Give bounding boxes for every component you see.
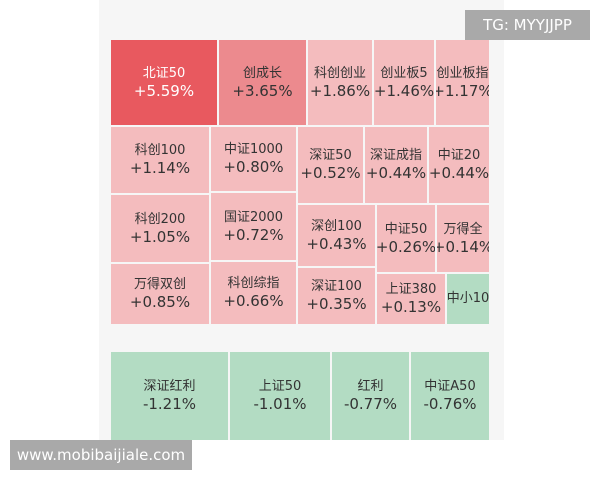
cell-change: +0.52%	[300, 164, 361, 182]
treemap-cell[interactable]: 中证50 +0.26%	[377, 205, 435, 272]
cell-change: +1.14%	[129, 159, 191, 177]
watermark-bottom: www.mobibaijiale.com	[10, 440, 192, 470]
treemap-cell[interactable]: 北证50 +5.59%	[111, 40, 217, 125]
cell-change: +0.14%	[437, 237, 489, 256]
cell-name: 上证50	[258, 379, 302, 394]
cell-change: +1.17%	[436, 81, 489, 100]
cell-name: 深证100	[311, 279, 362, 294]
treemap-cell[interactable]: 中证1000 +0.80%	[211, 127, 296, 191]
treemap-cell[interactable]: 创成长 +3.65%	[219, 40, 306, 125]
cell-change: +0.72%	[223, 225, 284, 244]
cell-change: -1.01%	[253, 395, 307, 413]
treemap-cell[interactable]: 国证2000 +0.72%	[211, 193, 296, 260]
cell-name: 科创200	[134, 211, 186, 227]
treemap-cell[interactable]: 中证20 +0.44%	[429, 127, 489, 203]
treemap-cell[interactable]: 科创综指 +0.66%	[211, 262, 296, 324]
cell-change: +0.66%	[223, 292, 284, 310]
cell-change: +0.35%	[306, 295, 367, 313]
cell-change: +0.13%	[380, 298, 442, 316]
cell-name: 深证成指	[369, 148, 422, 163]
cell-name: 创业板指	[436, 65, 489, 81]
watermark-top: TG: MYYJJPP	[465, 10, 590, 40]
treemap-cell[interactable]: 深证50 +0.52%	[298, 127, 363, 203]
cell-change: -0.77%	[343, 395, 398, 413]
treemap-cell[interactable]: 创业板5 +1.46%	[374, 40, 434, 125]
cell-name: 国证2000	[223, 209, 284, 225]
cell-name: 中证20	[437, 148, 481, 163]
cell-name: 中证A50	[424, 379, 476, 394]
cell-change: +3.65%	[232, 81, 293, 100]
treemap-cell[interactable]: 深证红利 -1.21%	[111, 352, 228, 440]
cell-change: +1.46%	[374, 81, 434, 100]
cell-change: +0.43%	[306, 234, 367, 253]
treemap-cell[interactable]: 万得全+0.14%	[437, 205, 489, 272]
cell-name: 中证1000	[223, 142, 284, 157]
cell-name: 科创综指	[227, 276, 280, 291]
cell-change: +1.05%	[129, 227, 191, 246]
cell-change: +0.44%	[429, 164, 489, 182]
cell-name: 深创100	[311, 218, 362, 234]
cell-change: +5.59%	[133, 81, 195, 100]
cell-name: 中小10	[447, 291, 489, 306]
treemap-cell[interactable]: 中证A50 -0.76%	[411, 352, 489, 440]
treemap-cell[interactable]: 科创200 +1.05%	[111, 195, 209, 262]
treemap-cell[interactable]: 上证50 -1.01%	[230, 352, 330, 440]
cell-change: +0.26%	[377, 237, 435, 256]
treemap-cell[interactable]: 科创100 +1.14%	[111, 127, 209, 193]
cell-name: 北证50	[142, 65, 186, 81]
treemap-cell[interactable]: 深证100 +0.35%	[298, 268, 375, 324]
cell-name: 万得全	[443, 221, 483, 237]
cell-name: 科创100	[134, 143, 186, 158]
treemap-cell[interactable]: 上证380 +0.13%	[377, 274, 445, 324]
treemap-cell[interactable]: 深创100 +0.43%	[298, 205, 375, 266]
treemap-cell[interactable]: 深证成指 +0.44%	[365, 127, 427, 203]
treemap-cell[interactable]: 创业板指+1.17%	[436, 40, 489, 125]
treemap-cell[interactable]: 科创创业 +1.86%	[308, 40, 372, 125]
cell-change: +1.86%	[309, 81, 371, 100]
cell-name: 中证50	[384, 221, 428, 237]
cell-name: 深证红利	[143, 379, 196, 394]
cell-change: +0.44%	[365, 164, 427, 182]
cell-name: 创成长	[242, 65, 282, 81]
treemap-cell[interactable]: 红利 -0.77%	[332, 352, 409, 440]
cell-name: 科创创业	[313, 65, 366, 81]
cell-change: +0.80%	[223, 158, 284, 176]
cell-change: -1.21%	[142, 395, 197, 413]
treemap-cell[interactable]: 中小10	[447, 274, 489, 324]
cell-name: 红利	[357, 379, 384, 394]
cell-name: 创业板5	[380, 65, 428, 81]
cell-change: -0.76%	[423, 395, 477, 413]
treemap-cell[interactable]: 万得双创 +0.85%	[111, 264, 209, 324]
cell-change: +0.85%	[129, 293, 191, 311]
cell-name: 深证50	[309, 148, 352, 163]
cell-name: 上证380	[385, 282, 437, 297]
cell-name: 万得双创	[133, 277, 186, 292]
